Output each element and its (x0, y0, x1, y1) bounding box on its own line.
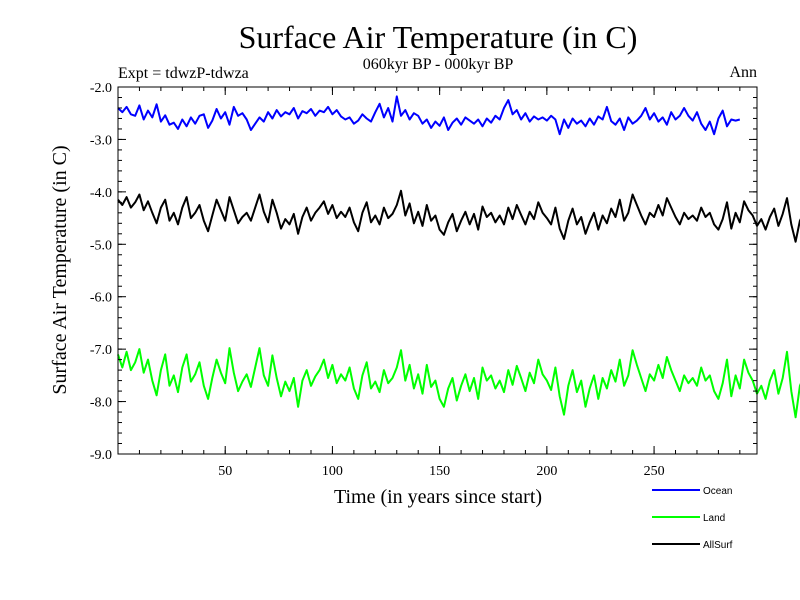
y-tick-label: -2.0 (90, 81, 112, 96)
chart-title: Surface Air Temperature (in C) (239, 19, 638, 55)
axes: -2.0 -3.0 -4.0 -5.0 -6.0 -7.0 -8.0 -9.0 50 100 150… (90, 81, 757, 479)
series-line-land (117, 347, 800, 419)
y-tick-label: -9.0 (90, 448, 112, 463)
y-tick-label: -7.0 (90, 343, 112, 358)
y-tick-label: -5.0 (90, 238, 112, 253)
legend-label-allsurf: AllSurf (703, 540, 733, 551)
x-tick-label: 250 (644, 464, 665, 479)
series-line-allsurf (117, 189, 800, 243)
y-tick-label: -6.0 (90, 291, 112, 306)
legend: Ocean Land AllSurf (652, 486, 733, 551)
plot-area (117, 95, 800, 419)
y-tick-label: -4.0 (90, 186, 112, 201)
season-label: Ann (729, 64, 757, 81)
x-tick-label: 150 (429, 464, 450, 479)
plot-frame (117, 86, 758, 455)
y-tick-label: -8.0 (90, 396, 112, 411)
x-tick-label: 50 (218, 464, 232, 479)
y-tick-label: -3.0 (90, 133, 112, 148)
legend-label-land: Land (703, 513, 725, 524)
x-tick-label: 200 (536, 464, 557, 479)
x-tick-label: 100 (322, 464, 343, 479)
experiment-label: Expt = tdwzP-tdwza (118, 65, 249, 82)
legend-label-ocean: Ocean (703, 486, 732, 497)
y-axis-label: Surface Air Temperature (in C) (49, 145, 71, 394)
x-axis-label: Time (in years since start) (334, 486, 542, 508)
time-range-label: 060kyr BP - 000kyr BP (363, 56, 514, 73)
series-line-ocean (117, 95, 741, 136)
